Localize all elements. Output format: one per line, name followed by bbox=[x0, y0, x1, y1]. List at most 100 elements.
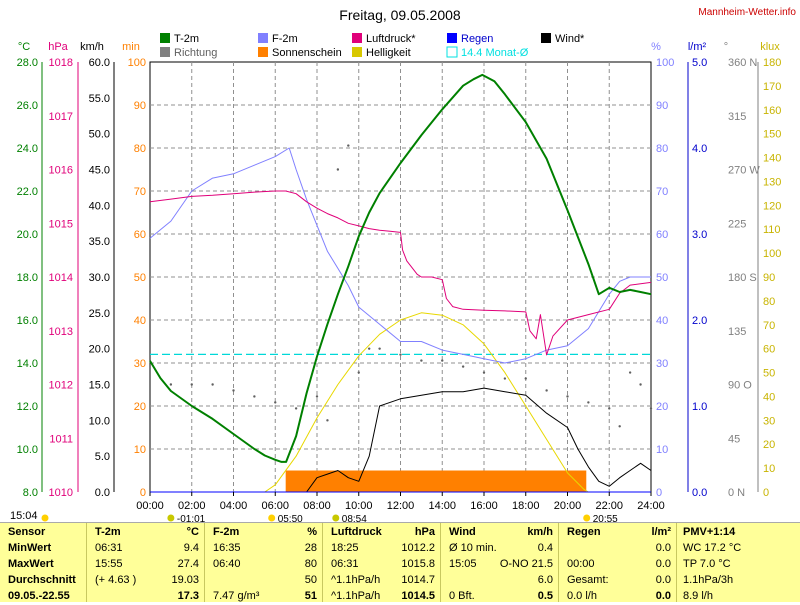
event-moonset: -01:01 bbox=[177, 514, 206, 522]
direction-point bbox=[482, 371, 486, 374]
direction-point bbox=[347, 144, 350, 147]
wind-head: Wind bbox=[449, 526, 476, 538]
tick-hum: 70 bbox=[656, 186, 668, 198]
direction-point bbox=[326, 419, 329, 422]
tick-wind: 50.0 bbox=[89, 129, 110, 141]
tick-hum: 50 bbox=[656, 272, 668, 284]
col-pmv: PMV+1:14 WC 17.2 °C TP 7.0 °C 1.1hPa/3h … bbox=[676, 523, 800, 602]
wind-max-time: 15:05 bbox=[449, 558, 477, 570]
unit-press: hPa bbox=[48, 41, 68, 53]
t2m-avg-note: (+ 4.63 ) bbox=[95, 574, 137, 586]
tick-lux: 130 bbox=[763, 176, 781, 188]
tick-lux: 0 bbox=[763, 487, 769, 499]
direction-point bbox=[587, 401, 590, 404]
unit-wind: km/h bbox=[80, 41, 104, 53]
tick-rain: 0.0 bbox=[692, 487, 707, 499]
tick-dir: 45 bbox=[728, 433, 740, 445]
tick-temp: 10.0 bbox=[17, 444, 38, 456]
tick-wind: 55.0 bbox=[89, 93, 110, 105]
direction-point bbox=[639, 383, 642, 386]
legend-swatch bbox=[160, 47, 170, 57]
x-tick-label: 04:00 bbox=[220, 500, 248, 512]
direction-point bbox=[315, 395, 319, 398]
tick-temp: 8.0 bbox=[23, 487, 38, 499]
tick-hum: 30 bbox=[656, 358, 668, 370]
tick-sun: 30 bbox=[134, 358, 146, 370]
f2m-min-val: 28 bbox=[304, 542, 317, 554]
legend-swatch bbox=[352, 33, 362, 43]
legend-label: T-2m bbox=[174, 33, 199, 45]
tick-wind: 60.0 bbox=[89, 57, 110, 69]
unit-temp: °C bbox=[18, 41, 30, 53]
f2m-cur-val: 51 bbox=[304, 590, 317, 602]
tick-lux: 40 bbox=[763, 391, 775, 403]
x-tick-label: 18:00 bbox=[512, 500, 540, 512]
sensor-head: Sensor bbox=[8, 526, 46, 538]
tick-wind: 0.0 bbox=[95, 487, 110, 499]
col-press: Luftdruck hPa 18:25 1012.2 06:31 1015.8 … bbox=[322, 523, 441, 602]
direction-point bbox=[190, 383, 193, 386]
tick-hum: 90 bbox=[656, 100, 668, 112]
direction-point bbox=[441, 359, 444, 362]
left-sun-icon bbox=[41, 514, 49, 522]
direction-point bbox=[253, 395, 256, 398]
sunset-icon bbox=[583, 514, 591, 522]
sensor-row-min: MinWert bbox=[8, 542, 52, 554]
x-tick-label: 00:00 bbox=[136, 500, 164, 512]
axis-units: °C hPa km/h min% l/m² ° klux bbox=[18, 41, 780, 53]
press-unit: hPa bbox=[414, 526, 435, 538]
tick-sun: 80 bbox=[134, 143, 146, 155]
event-sunrise: 05:50 bbox=[278, 514, 303, 522]
tick-wind: 35.0 bbox=[89, 236, 110, 248]
tick-hum: 80 bbox=[656, 143, 668, 155]
t2m-unit: °C bbox=[186, 526, 199, 538]
press-cur-trend: ^1.1hPa/h bbox=[331, 590, 381, 602]
x-tick-label: 22:00 bbox=[595, 500, 623, 512]
tick-lux: 100 bbox=[763, 248, 781, 260]
tick-rain: 5.0 bbox=[692, 57, 707, 69]
tick-wind: 40.0 bbox=[89, 200, 110, 212]
wind-line bbox=[150, 387, 652, 493]
x-tick-label: 06:00 bbox=[261, 500, 289, 512]
brightness-line bbox=[264, 312, 589, 493]
direction-point bbox=[367, 347, 371, 350]
unit-lux: klux bbox=[760, 41, 780, 53]
tick-temp: 28.0 bbox=[17, 57, 38, 69]
wind-avg10: Ø 10 min. bbox=[449, 542, 497, 554]
x-tick-label: 12:00 bbox=[387, 500, 415, 512]
legend-swatch bbox=[446, 46, 458, 58]
tick-lux: 50 bbox=[763, 368, 775, 380]
event-moonrise: 08:54 bbox=[342, 514, 367, 522]
direction-point bbox=[420, 359, 423, 362]
press-cur-val: 1014.5 bbox=[401, 590, 435, 602]
press-head: Luftdruck bbox=[331, 526, 382, 538]
sensor-row-max: MaxWert bbox=[8, 558, 54, 570]
rain-max-time: 00:00 bbox=[567, 558, 595, 570]
tick-temp: 14.0 bbox=[17, 358, 38, 370]
tick-wind: 10.0 bbox=[89, 415, 110, 427]
legend-label: Luftdruck* bbox=[366, 33, 416, 45]
x-tick-label: 08:00 bbox=[303, 500, 331, 512]
f2m-max-val: 80 bbox=[304, 558, 317, 570]
tick-lux: 20 bbox=[763, 439, 775, 451]
humidity-line bbox=[149, 147, 651, 364]
t2m-max-val: 27.4 bbox=[177, 558, 199, 570]
rain-max-val: 0.0 bbox=[655, 558, 671, 570]
tick-dir: 0 N bbox=[728, 487, 745, 499]
x-axis: 00:00 02:00 04:00 06:00 08:00 10:00 12:00 14:00… bbox=[136, 492, 665, 512]
unit-sun: min bbox=[122, 41, 140, 53]
weather-chart: Freitag, 09.05.2008 Mannheim-Wetter.info… bbox=[17, 7, 797, 522]
rain-min-val: 0.0 bbox=[655, 542, 671, 554]
legend-swatch bbox=[258, 47, 268, 57]
rain-total-val: 0.0 bbox=[655, 574, 671, 586]
unit-hum: % bbox=[651, 41, 661, 53]
tick-sun: 70 bbox=[134, 186, 146, 198]
t2m-max-time: 15:55 bbox=[95, 558, 123, 570]
x-tick-label: 20:00 bbox=[554, 500, 582, 512]
x-tick-label: 10:00 bbox=[345, 500, 373, 512]
tick-sun: 60 bbox=[134, 229, 146, 241]
t2m-min-time: 06:31 bbox=[95, 542, 123, 554]
direction-point bbox=[169, 383, 173, 386]
tick-dir: 360 N bbox=[728, 57, 757, 69]
site-link[interactable]: Mannheim-Wetter.info bbox=[698, 7, 796, 18]
